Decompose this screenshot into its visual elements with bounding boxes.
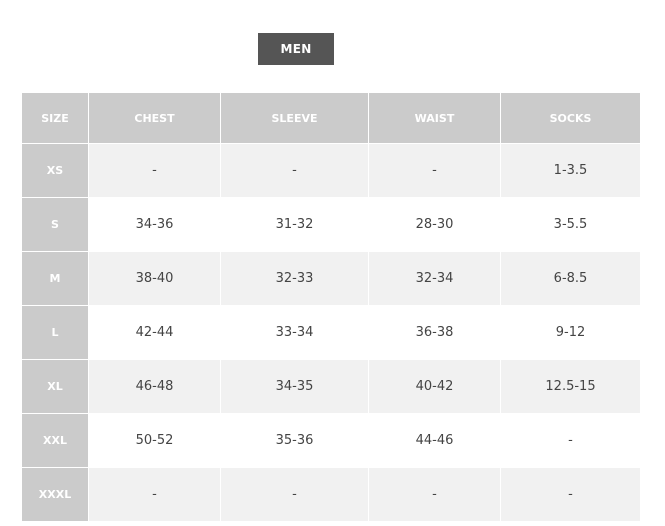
cell-chest: 38-40	[88, 251, 221, 306]
size-label: XXL	[21, 413, 89, 468]
cell-socks: -	[500, 413, 641, 468]
cell-socks: 6-8.5	[500, 251, 641, 306]
table-row: M 38-40 32-33 32-34 6-8.5	[21, 251, 641, 306]
cell-chest: -	[88, 467, 221, 522]
size-label: M	[21, 251, 89, 306]
size-chart-table: SIZE CHEST SLEEVE WAIST SOCKS XS - - -1-3.5 S 34-…	[21, 92, 641, 522]
cell-waist: -	[368, 143, 501, 198]
table-row: XXXL - - - -	[21, 467, 641, 522]
column-header-socks: SOCKS	[500, 92, 641, 144]
cell-sleeve: 35-36	[220, 413, 369, 468]
table-row: XS - - -1-3.5	[21, 143, 641, 198]
cell-socks: 1-3.5	[500, 143, 641, 198]
column-header-size: SIZE	[21, 92, 89, 144]
size-label: L	[21, 305, 89, 360]
cell-chest: 42-44	[88, 305, 221, 360]
cell-chest: 50-52	[88, 413, 221, 468]
table-row: L 42-44 33-34 36-38 9-12	[21, 305, 641, 360]
cell-waist: -	[368, 467, 501, 522]
cell-sleeve: -	[220, 467, 369, 522]
cell-waist: 36-38	[368, 305, 501, 360]
cell-sleeve: 34-35	[220, 359, 369, 414]
header-row: SIZE CHEST SLEEVE WAIST SOCKS	[21, 92, 641, 144]
cell-socks: 9-12	[500, 305, 641, 360]
size-label: XL	[21, 359, 89, 414]
cell-chest: 46-48	[88, 359, 221, 414]
cell-waist: 44-46	[368, 413, 501, 468]
cell-waist: 28-30	[368, 197, 501, 252]
size-label: XS	[21, 143, 89, 198]
cell-chest: 34-36	[88, 197, 221, 252]
size-label: S	[21, 197, 89, 252]
cell-socks: 3-5.5	[500, 197, 641, 252]
cell-chest: -	[88, 143, 221, 198]
cell-sleeve: 32-33	[220, 251, 369, 306]
cell-socks: -	[500, 467, 641, 522]
table-row: S 34-36 31-32 28-30 3-5.5	[21, 197, 641, 252]
cell-sleeve: 33-34	[220, 305, 369, 360]
men-tab[interactable]: MEN	[258, 33, 334, 65]
table-row: XXL 50-52 35-36 44-46-	[21, 413, 641, 468]
cell-sleeve: 31-32	[220, 197, 369, 252]
size-label: XXXL	[21, 467, 89, 522]
table-row: XL 46-48 34-35 40-42 12.5-15	[21, 359, 641, 414]
cell-socks: 12.5-15	[500, 359, 641, 414]
cell-waist: 32-34	[368, 251, 501, 306]
column-header-chest: CHEST	[88, 92, 221, 144]
column-header-sleeve: SLEEVE	[220, 92, 369, 144]
column-header-waist: WAIST	[368, 92, 501, 144]
cell-waist: 40-42	[368, 359, 501, 414]
cell-sleeve: -	[220, 143, 369, 198]
